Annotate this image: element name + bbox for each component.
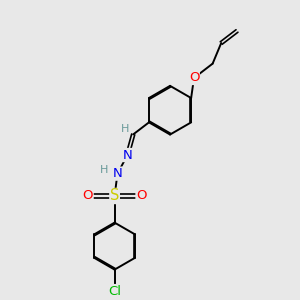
Text: O: O bbox=[136, 190, 147, 202]
Text: O: O bbox=[82, 190, 93, 202]
Text: S: S bbox=[110, 188, 119, 203]
Text: H: H bbox=[100, 165, 108, 175]
Text: O: O bbox=[189, 71, 199, 85]
Text: N: N bbox=[112, 167, 122, 180]
Text: N: N bbox=[123, 148, 132, 161]
Text: H: H bbox=[121, 124, 129, 134]
Text: Cl: Cl bbox=[108, 285, 121, 298]
